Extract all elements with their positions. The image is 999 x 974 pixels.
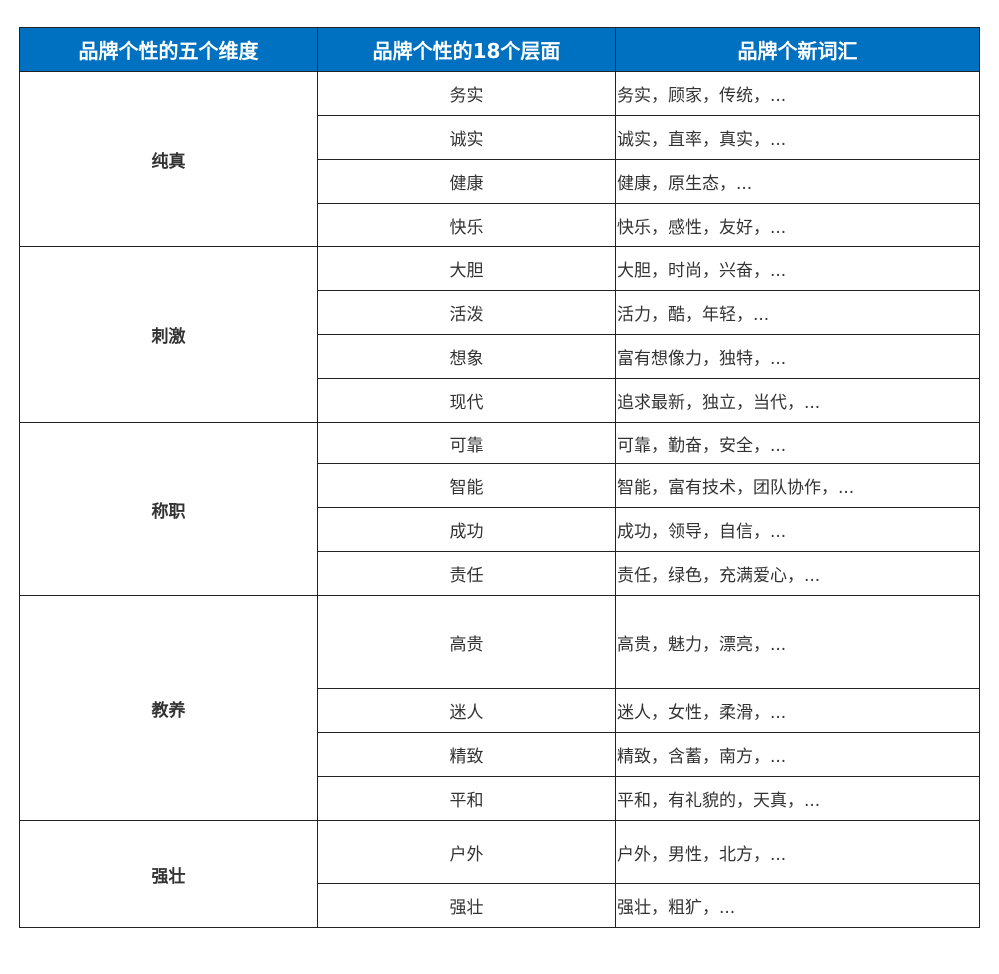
table-row: 快乐 快乐，感性，友好，...: [20, 203, 980, 247]
vocabulary-cell: 快乐，感性，友好，...: [615, 203, 980, 247]
facet-cell: 大胆: [317, 246, 616, 291]
facet-cell: 平和: [317, 776, 616, 821]
header-facets: 品牌个性的18个层面: [317, 27, 616, 72]
table-row: 精致 精致，含蓄，南方，...: [20, 732, 980, 777]
header-dimensions: 品牌个性的五个维度: [19, 27, 318, 72]
facet-cell: 智能: [317, 463, 616, 508]
dimension-cell: 纯真: [19, 71, 318, 247]
vocabulary-cell: 高贵，魅力，漂亮，...: [615, 595, 980, 689]
facet-cell: 诚实: [317, 115, 616, 160]
facet-cell: 务实: [317, 71, 616, 116]
vocabulary-cell: 迷人，女性，柔滑，...: [615, 688, 980, 733]
vocabulary-cell: 诚实，直率，真实，...: [615, 115, 980, 160]
table-row: 智能 智能，富有技术，团队协作，...: [20, 463, 980, 508]
brand-personality-table: 品牌个性的五个维度 品牌个性的18个层面 品牌个新词汇 纯真 务实 务实，顾家，传统…: [19, 27, 980, 928]
facet-cell: 想象: [317, 334, 616, 379]
vocabulary-cell: 强壮，粗犷，...: [615, 883, 980, 928]
vocabulary-cell: 追求最新，独立，当代，...: [615, 378, 980, 423]
vocabulary-cell: 精致，含蓄，南方，...: [615, 732, 980, 777]
facet-cell: 高贵: [317, 595, 616, 689]
vocabulary-cell: 平和，有礼貌的，天真，...: [615, 776, 980, 821]
table-row: 强壮 户外 户外，男性，北方，...: [19, 820, 980, 928]
vocabulary-cell: 健康，原生态，...: [615, 159, 980, 204]
dimension-cell: 称职: [19, 422, 318, 596]
table-row: 成功 成功，领导，自信，...: [20, 507, 980, 552]
header-vocabulary: 品牌个新词汇: [615, 27, 980, 72]
vocabulary-cell: 责任，绿色，充满爱心，...: [615, 551, 980, 596]
facet-cell: 健康: [317, 159, 616, 204]
dimension-cell: 强壮: [19, 820, 318, 928]
table-row: 想象 富有想像力，独特，...: [20, 334, 980, 379]
table-row: 强壮 强壮，粗犷，...: [20, 883, 980, 928]
table-row: 刺激 大胆 大胆，时尚，兴奋，...: [19, 246, 980, 423]
facet-cell: 精致: [317, 732, 616, 777]
table-row: 现代 追求最新，独立，当代，...: [20, 378, 980, 423]
dimension-cell: 教养: [19, 595, 318, 821]
facet-cell: 责任: [317, 551, 616, 596]
facet-cell: 户外: [317, 820, 616, 884]
table-row: 称职 可靠 可靠，勤奋，安全，...: [19, 422, 980, 596]
vocabulary-cell: 智能，富有技术，团队协作，...: [615, 463, 980, 508]
dimension-cell: 刺激: [19, 246, 318, 423]
table-row: 平和 平和，有礼貌的，天真，...: [20, 776, 980, 821]
table-row: 教养 高贵 高贵，魅力，漂亮，...: [19, 595, 980, 821]
vocabulary-cell: 大胆，时尚，兴奋，...: [615, 246, 980, 291]
table-row: 迷人 迷人，女性，柔滑，...: [20, 688, 980, 733]
facet-cell: 强壮: [317, 883, 616, 928]
vocabulary-cell: 富有想像力，独特，...: [615, 334, 980, 379]
facet-cell: 可靠: [317, 422, 616, 464]
facet-cell: 成功: [317, 507, 616, 552]
vocabulary-cell: 务实，顾家，传统，...: [615, 71, 980, 116]
facet-cell: 现代: [317, 378, 616, 423]
table-row: 健康 健康，原生态，...: [20, 159, 980, 204]
table-row: 活泼 活力，酷，年轻，...: [20, 290, 980, 335]
table-row: 诚实 诚实，直率，真实，...: [20, 115, 980, 160]
vocabulary-cell: 活力，酷，年轻，...: [615, 290, 980, 335]
vocabulary-cell: 成功，领导，自信，...: [615, 507, 980, 552]
table-row: 纯真 务实 务实，顾家，传统，...: [19, 71, 980, 247]
header-row: 品牌个性的五个维度 品牌个性的18个层面 品牌个新词汇: [19, 27, 980, 72]
table-row: 责任 责任，绿色，充满爱心，...: [20, 551, 980, 596]
vocabulary-cell: 可靠，勤奋，安全，...: [615, 422, 980, 464]
facet-cell: 快乐: [317, 203, 616, 247]
facet-cell: 活泼: [317, 290, 616, 335]
facet-cell: 迷人: [317, 688, 616, 733]
vocabulary-cell: 户外，男性，北方，...: [615, 820, 980, 884]
